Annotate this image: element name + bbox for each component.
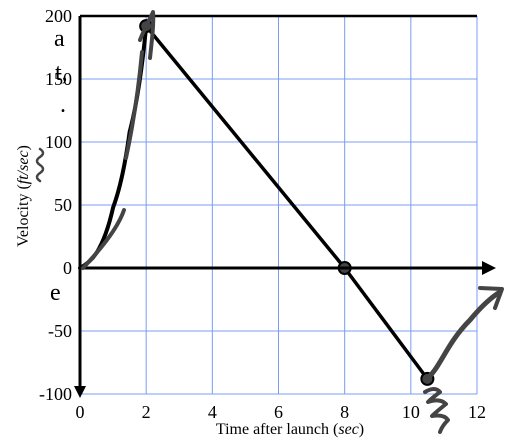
y-tick-label: 150 bbox=[45, 69, 72, 89]
y-axis-title: Velocity (ft/sec) bbox=[15, 145, 32, 247]
x-tick-label: 12 bbox=[468, 402, 486, 422]
x-tick-label: 0 bbox=[76, 402, 85, 422]
stray-text-3: . bbox=[60, 92, 66, 118]
stray-text-2: t, bbox=[55, 60, 68, 86]
y-tick-label: 200 bbox=[45, 6, 72, 26]
grid bbox=[80, 14, 478, 395]
ink-arrow-right bbox=[422, 289, 503, 383]
ink-squiggle-y-label bbox=[35, 147, 45, 183]
handwritten-annotations bbox=[35, 10, 504, 434]
y-axis-arrowhead bbox=[74, 386, 86, 398]
stray-text-4: e bbox=[50, 280, 61, 306]
ink-scribble-bottom bbox=[423, 387, 450, 434]
x-axis-arrowhead bbox=[482, 261, 496, 275]
tick-labels: -100 -50 0 50 100 150 200 0 2 4 6 8 10 12 bbox=[39, 6, 486, 422]
ink-stroke-curve-right bbox=[124, 50, 144, 160]
stray-text-1: a bbox=[54, 26, 65, 52]
x-tick-label: 2 bbox=[142, 402, 151, 422]
ink-stroke-top bbox=[138, 10, 156, 60]
y-tick-label: 0 bbox=[63, 258, 72, 278]
x-tick-label: 10 bbox=[402, 402, 420, 422]
data-marks bbox=[78, 19, 435, 386]
ink-arrowhead bbox=[478, 286, 504, 310]
x-tick-label: 4 bbox=[208, 402, 217, 422]
axes bbox=[74, 16, 496, 398]
x-tick-label: 6 bbox=[274, 402, 283, 422]
y-tick-label: -100 bbox=[39, 384, 72, 404]
x-axis-title: Time after launch (sec) bbox=[216, 421, 364, 438]
y-tick-label: 100 bbox=[45, 132, 72, 152]
y-tick-label: -50 bbox=[48, 321, 72, 341]
ink-stroke-curve-left bbox=[81, 208, 126, 270]
y-tick-label: 50 bbox=[54, 195, 72, 215]
x-tick-label: 8 bbox=[340, 402, 349, 422]
